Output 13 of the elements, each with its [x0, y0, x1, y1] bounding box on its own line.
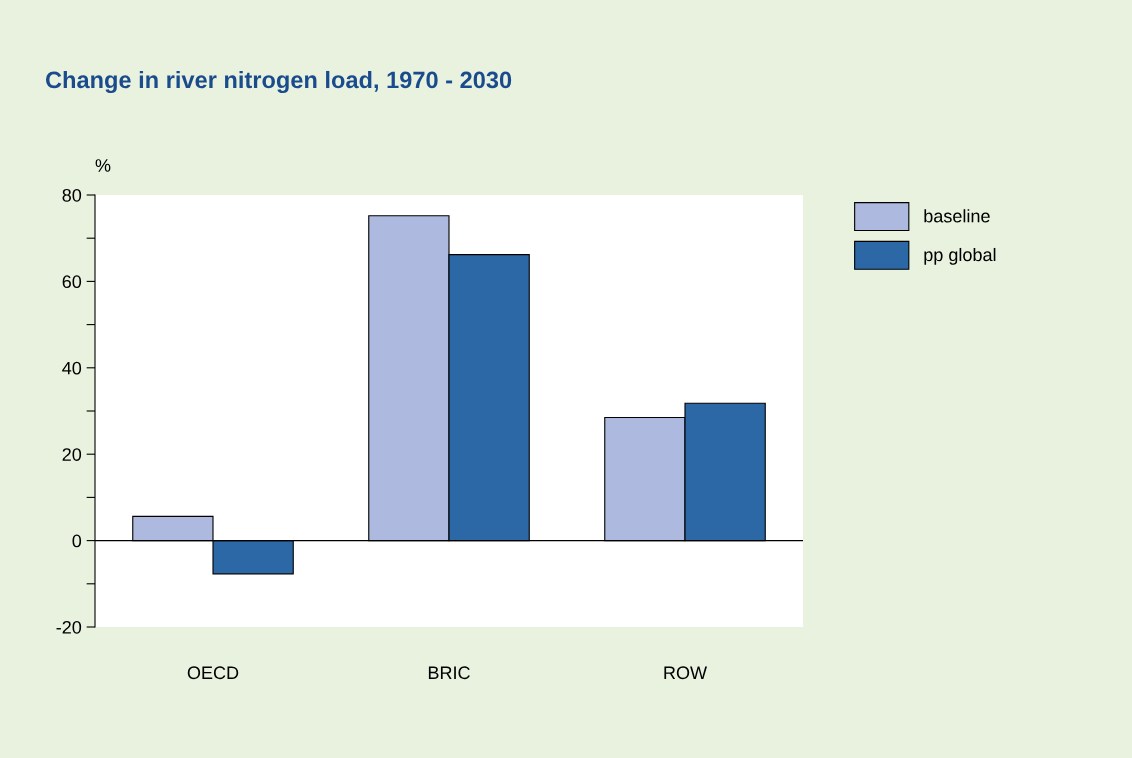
x-tick-label: OECD	[187, 666, 239, 680]
legend-label: baseline	[924, 209, 990, 223]
legend-label: pp global	[924, 247, 996, 265]
y-tick-label: 0	[72, 534, 82, 548]
x-tick-label: BRIC	[428, 666, 470, 680]
y-tick-label: 20	[62, 448, 82, 461]
y-tick-label: 40	[62, 361, 82, 375]
y-tick-label: 80	[62, 188, 82, 202]
chart-title: Change in river nitrogen load, 1970 - 2030	[45, 70, 512, 94]
y-tick-label: -20	[56, 620, 82, 634]
y-tick-label: 60	[62, 275, 82, 289]
x-tick-label: ROW	[664, 666, 707, 680]
y-axis-title: %	[95, 159, 111, 172]
